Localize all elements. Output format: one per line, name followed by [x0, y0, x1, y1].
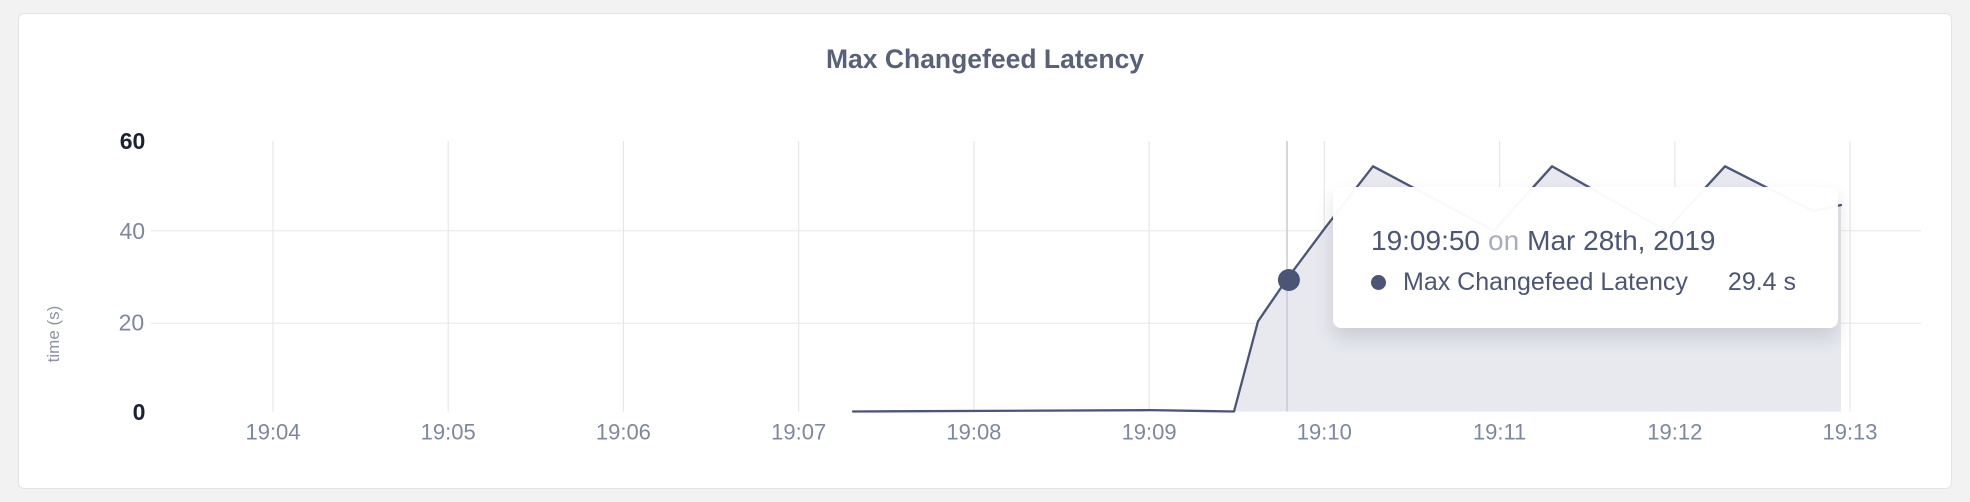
svg-text:19:04: 19:04	[245, 420, 300, 445]
svg-text:40: 40	[120, 218, 146, 244]
svg-text:20: 20	[119, 310, 145, 336]
svg-text:19:06: 19:06	[596, 420, 651, 445]
svg-text:19:05: 19:05	[421, 420, 476, 445]
svg-text:19:13: 19:13	[1822, 420, 1877, 445]
svg-text:19:09: 19:09	[1122, 420, 1177, 445]
svg-text:19:10: 19:10	[1297, 420, 1352, 445]
svg-text:19:07: 19:07	[771, 420, 826, 445]
svg-text:19:12: 19:12	[1647, 420, 1702, 445]
svg-text:0: 0	[133, 399, 146, 425]
svg-text:60: 60	[120, 128, 146, 154]
svg-text:19:08: 19:08	[946, 420, 1001, 445]
svg-text:time (s): time (s)	[44, 306, 63, 363]
svg-text:19:11: 19:11	[1473, 420, 1526, 445]
